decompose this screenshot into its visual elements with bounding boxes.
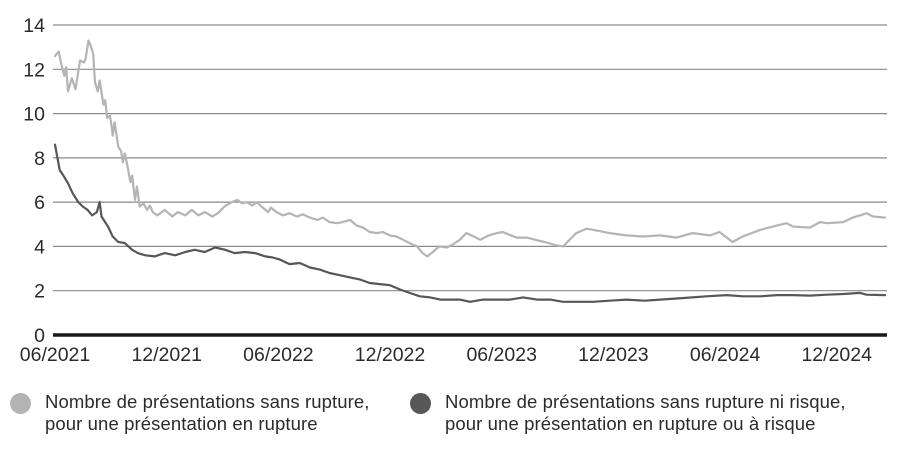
series2-legend-dot-icon bbox=[410, 393, 431, 414]
line-chart: 0 2 4 6 8 10 12 14 06/2021 12/2021 06/2022 12/2022 0… bbox=[20, 15, 887, 366]
series-line-2 bbox=[53, 143, 887, 303]
legend-item-sans-rupture-ni-risque: Nombre de présentations sans rupture ni … bbox=[410, 391, 846, 435]
x-tick-label: 06/2021 bbox=[20, 344, 91, 366]
series-line-1 bbox=[53, 39, 887, 258]
series1-legend-dot-icon bbox=[10, 393, 31, 414]
series1-legend-label: Nombre de présentations sans rupture, po… bbox=[45, 391, 370, 435]
x-tick-label: 06/2023 bbox=[466, 344, 537, 366]
y-tick-label: 8 bbox=[34, 148, 45, 170]
y-tick-label: 6 bbox=[34, 192, 45, 214]
y-tick-label: 4 bbox=[34, 236, 45, 258]
y-tick-label: 10 bbox=[23, 104, 45, 126]
y-tick-label: 14 bbox=[23, 15, 45, 37]
x-tick-label: 12/2024 bbox=[801, 344, 872, 366]
y-tick-label: 12 bbox=[23, 59, 45, 81]
series2-legend-label: Nombre de présentations sans rupture ni … bbox=[445, 391, 846, 435]
legend-item-sans-rupture: Nombre de présentations sans rupture, po… bbox=[10, 391, 376, 435]
x-tick-label: 06/2024 bbox=[690, 344, 761, 366]
chart-legend: Nombre de présentations sans rupture, po… bbox=[10, 391, 912, 435]
x-tick-label: 06/2022 bbox=[243, 344, 314, 366]
y-tick-label: 0 bbox=[34, 325, 45, 347]
x-tick-label: 12/2022 bbox=[355, 344, 426, 366]
y-tick-label: 2 bbox=[34, 281, 45, 303]
x-tick-label: 12/2023 bbox=[578, 344, 649, 366]
x-tick-label: 12/2021 bbox=[131, 344, 202, 366]
